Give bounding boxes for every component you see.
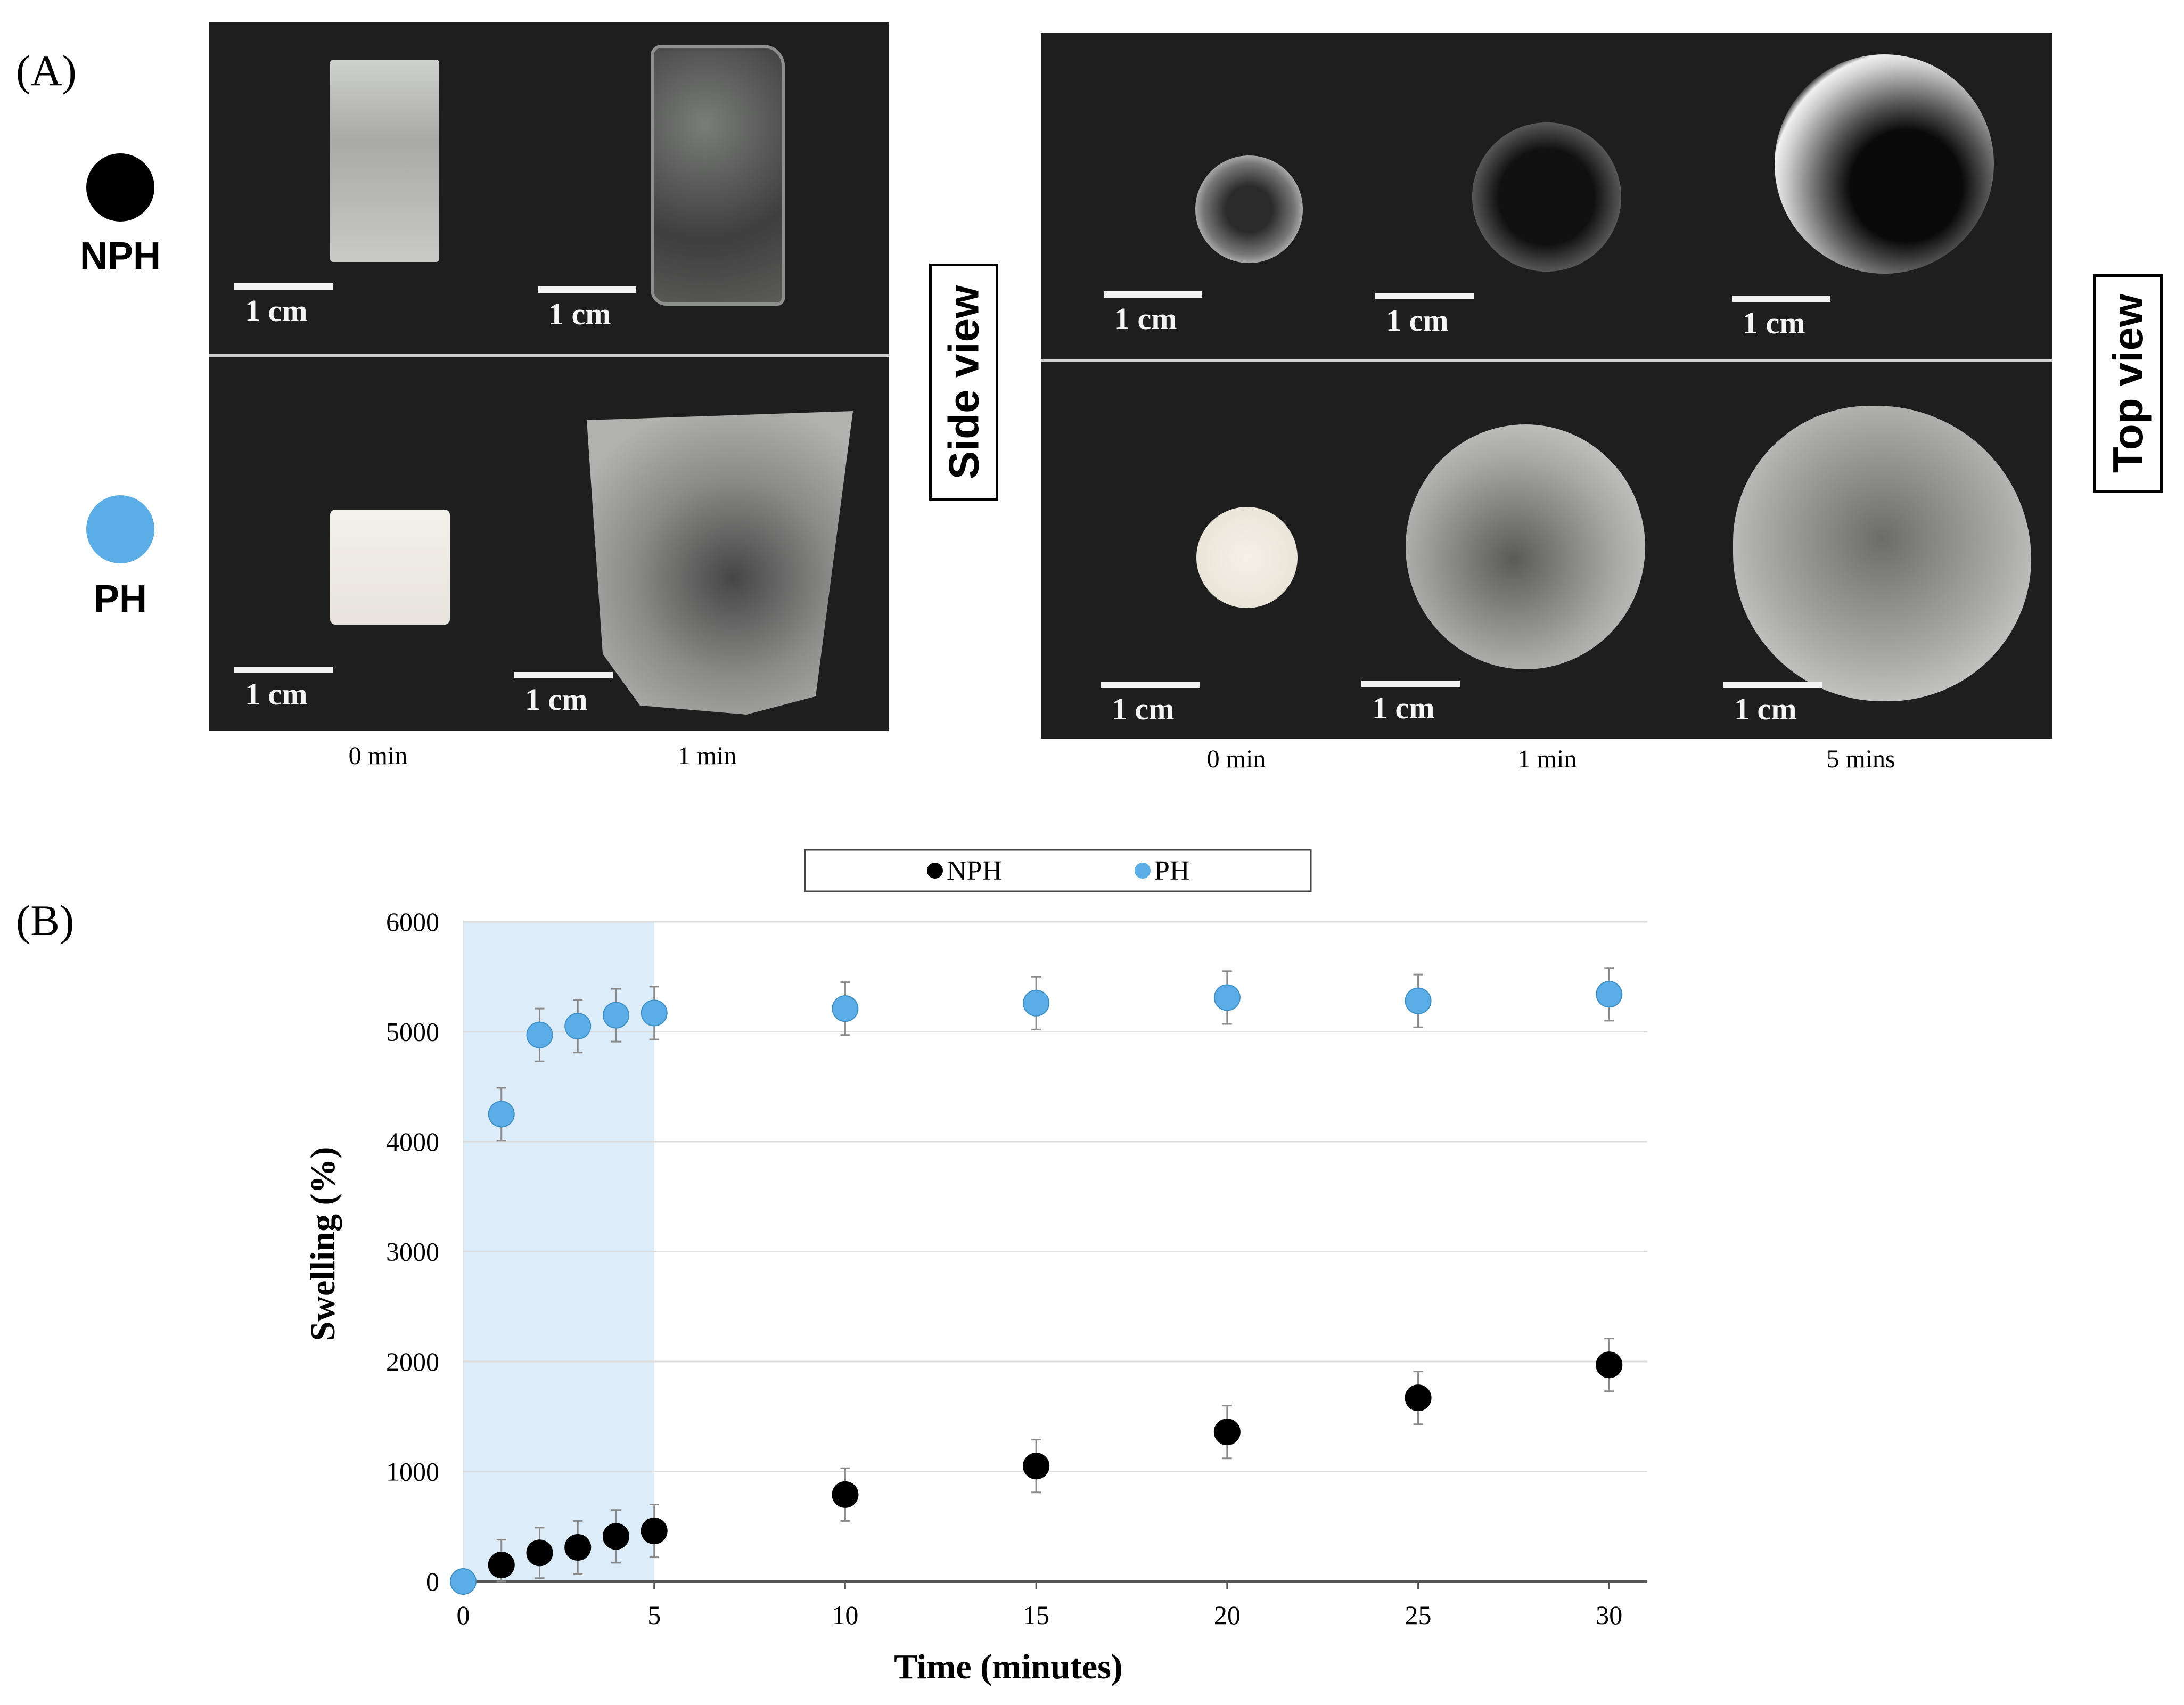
- panel-a-label: (A): [16, 46, 77, 95]
- panel-b-label: (B): [16, 896, 75, 945]
- nph-point: [1405, 1384, 1432, 1412]
- y-axis-title: Swelling (%): [303, 1147, 342, 1341]
- y-tick-label: 1000: [386, 1457, 439, 1487]
- nph-side-sample-1min: [651, 45, 785, 306]
- x-tick-labels: 0 5 10 15 20 25 30: [457, 1600, 1623, 1630]
- top-time-label-1: 1 min: [1517, 745, 1577, 773]
- ph-point: [526, 1021, 553, 1048]
- nph-point: [564, 1534, 592, 1561]
- scale-bar: 1 cm: [1361, 681, 1460, 726]
- nph-point: [1596, 1351, 1623, 1379]
- nph-top-sample-5min: [1775, 54, 1994, 274]
- nph-point: [1213, 1419, 1241, 1446]
- ph-point: [1596, 981, 1623, 1008]
- x-tick-label: 30: [1596, 1600, 1622, 1630]
- legend-ph-marker: [1135, 863, 1151, 879]
- x-tick-label: 15: [1023, 1600, 1049, 1630]
- side-view-divider: [209, 354, 889, 357]
- scale-bar: 1 cm: [1732, 296, 1830, 341]
- x-tick-label: 25: [1405, 1600, 1432, 1630]
- side-view-title: Side view: [929, 264, 998, 501]
- nph-top-sample-0min: [1195, 155, 1303, 263]
- nph-point: [1023, 1453, 1050, 1480]
- nph-side-sample-0min: [330, 60, 439, 262]
- nph-label: NPH: [79, 235, 161, 277]
- legend-ph-label: PH: [1154, 856, 1189, 886]
- side-time-label-0: 0 min: [348, 742, 408, 770]
- scale-bar: 1 cm: [1101, 682, 1200, 727]
- y-tick-labels: 0 1000 2000 3000 4000 5000 6000: [386, 907, 439, 1596]
- ph-label: PH: [93, 578, 147, 620]
- data-marks: [450, 967, 1623, 1595]
- top-view-photo-panel: 1 cm 1 cm 1 cm 1 cm 1 cm 1 cm: [1041, 33, 2052, 739]
- y-tick-label: 0: [426, 1567, 439, 1596]
- y-tick-label: 5000: [386, 1017, 439, 1047]
- x-tick-label: 5: [647, 1600, 661, 1630]
- ph-top-sample-0min: [1196, 507, 1298, 608]
- nph-point: [488, 1552, 515, 1579]
- ph-top-sample-1min: [1406, 424, 1645, 669]
- scale-bar: 1 cm: [234, 283, 333, 329]
- ph-point: [1405, 987, 1432, 1014]
- y-tick-label: 4000: [386, 1127, 439, 1157]
- scale-bar: 1 cm: [514, 672, 613, 717]
- ph-point: [450, 1568, 477, 1595]
- x-axis-title: Time (minutes): [894, 1647, 1123, 1686]
- x-tick-label: 10: [832, 1600, 858, 1630]
- ph-point: [488, 1101, 515, 1128]
- ph-point: [564, 1013, 592, 1040]
- axes: [462, 1580, 1647, 1589]
- scale-bar: 1 cm: [1104, 291, 1202, 337]
- nph-top-sample-1min: [1472, 122, 1621, 272]
- ph-point: [641, 999, 668, 1027]
- ph-side-sample-0min: [330, 510, 450, 625]
- ph-top-sample-5min: [1733, 406, 2031, 701]
- ph-point: [602, 1002, 629, 1029]
- nph-point: [526, 1539, 553, 1567]
- legend-nph-label: NPH: [947, 856, 1002, 886]
- side-time-label-1: 1 min: [677, 742, 737, 770]
- gridlines: [463, 921, 1647, 1472]
- top-time-label-0: 0 min: [1206, 745, 1266, 773]
- nph-point: [602, 1523, 629, 1550]
- scale-bar: 1 cm: [538, 286, 636, 332]
- scale-bar: 1 cm: [1375, 293, 1474, 338]
- ph-point: [1213, 984, 1241, 1011]
- ph-side-sample-1min: [587, 411, 853, 715]
- top-time-label-2: 5 mins: [1826, 745, 1895, 773]
- y-tick-label: 3000: [386, 1237, 439, 1267]
- nph-marker: [86, 153, 154, 222]
- ph-point: [832, 995, 859, 1022]
- x-tick-label: 20: [1214, 1600, 1241, 1630]
- top-view-divider: [1041, 359, 2052, 362]
- ph-marker: [86, 495, 154, 563]
- side-view-photo-panel: 1 cm 1 cm 1 cm 1 cm: [209, 22, 889, 731]
- scale-bar: 1 cm: [234, 667, 333, 712]
- legend-box: [804, 849, 1312, 892]
- x-tick-label: 0: [457, 1600, 470, 1630]
- nph-point: [641, 1518, 668, 1545]
- y-tick-label: 2000: [386, 1347, 439, 1376]
- nph-point: [832, 1481, 859, 1508]
- y-tick-label: 6000: [386, 907, 439, 937]
- legend-nph-marker: [927, 863, 943, 879]
- top-view-title: Top view: [2093, 274, 2163, 493]
- ph-point: [1023, 989, 1050, 1017]
- scale-bar: 1 cm: [1723, 682, 1822, 727]
